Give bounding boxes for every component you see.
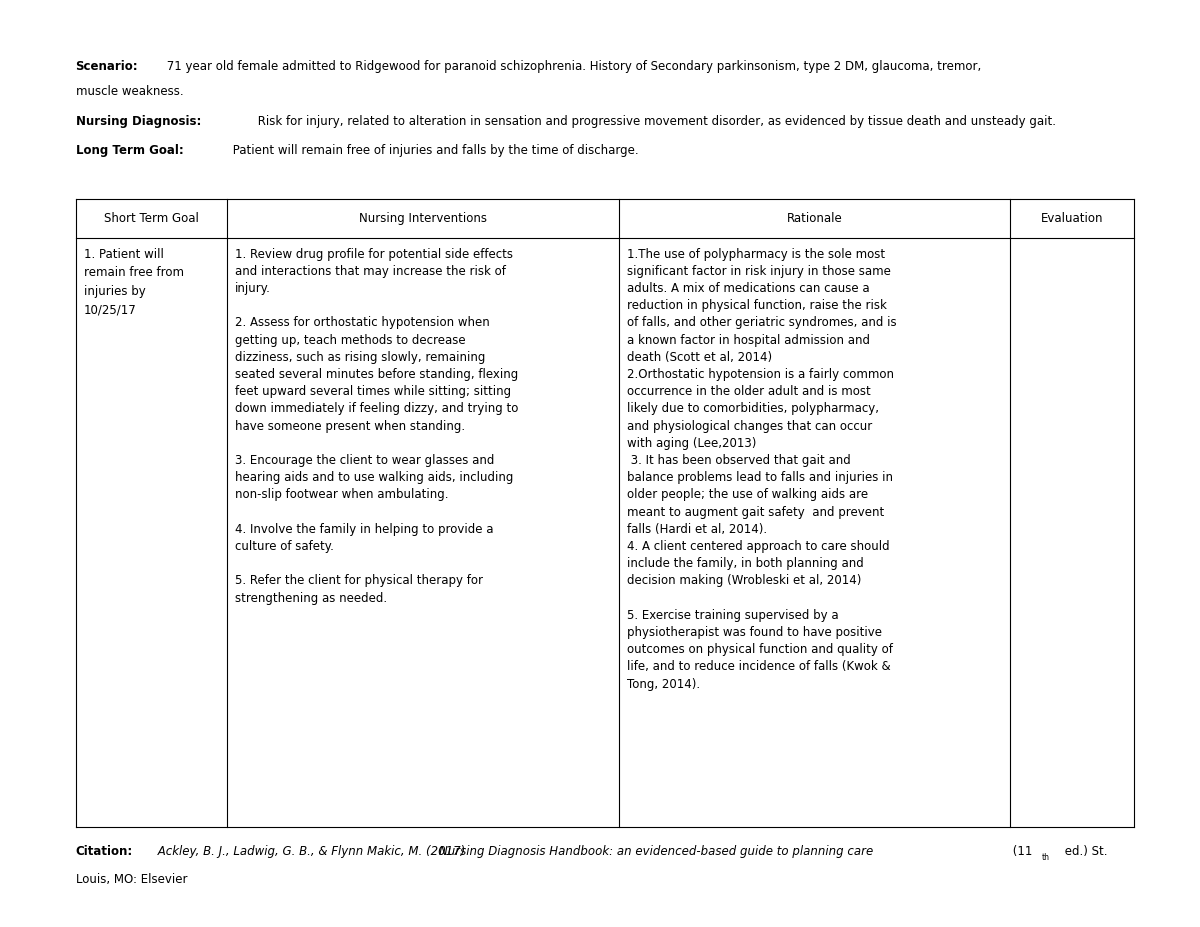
Text: Citation:: Citation:	[76, 845, 133, 858]
Text: Nursing Interventions: Nursing Interventions	[359, 212, 487, 225]
Text: Ackley, B. J., Ladwig, G. B., & Flynn Makic, M. (2017): Ackley, B. J., Ladwig, G. B., & Flynn Ma…	[154, 845, 469, 858]
Text: Patient will remain free of injuries and falls by the time of discharge.: Patient will remain free of injuries and…	[229, 144, 638, 157]
Text: Scenario:: Scenario:	[76, 60, 138, 73]
Text: 71 year old female admitted to Ridgewood for paranoid schizophrenia. History of : 71 year old female admitted to Ridgewood…	[163, 60, 982, 73]
Text: ed.) St.: ed.) St.	[1061, 845, 1108, 858]
Text: Nursing Diagnosis:: Nursing Diagnosis:	[76, 115, 200, 128]
Text: Short Term Goal: Short Term Goal	[104, 212, 199, 225]
Text: muscle weakness.: muscle weakness.	[76, 85, 184, 98]
Text: Evaluation: Evaluation	[1040, 212, 1103, 225]
Text: Risk for injury, related to alteration in sensation and progressive movement dis: Risk for injury, related to alteration i…	[254, 115, 1056, 128]
Text: Long Term Goal:: Long Term Goal:	[76, 144, 184, 157]
Text: th: th	[1042, 853, 1050, 862]
Text: 1. Review drug profile for potential side effects
and interactions that may incr: 1. Review drug profile for potential sid…	[235, 248, 518, 604]
Text: (11: (11	[1009, 845, 1032, 858]
Text: 1. Patient will
remain free from
injuries by
10/25/17: 1. Patient will remain free from injurie…	[84, 248, 184, 316]
Text: 1.The use of polypharmacy is the sole most
significant factor in risk injury in : 1.The use of polypharmacy is the sole mo…	[626, 248, 896, 691]
Text: Louis, MO: Elsevier: Louis, MO: Elsevier	[76, 873, 187, 886]
Text: Rationale: Rationale	[786, 212, 842, 225]
Text: Nursing Diagnosis Handbook: an evidenced-based guide to planning care: Nursing Diagnosis Handbook: an evidenced…	[439, 845, 874, 858]
